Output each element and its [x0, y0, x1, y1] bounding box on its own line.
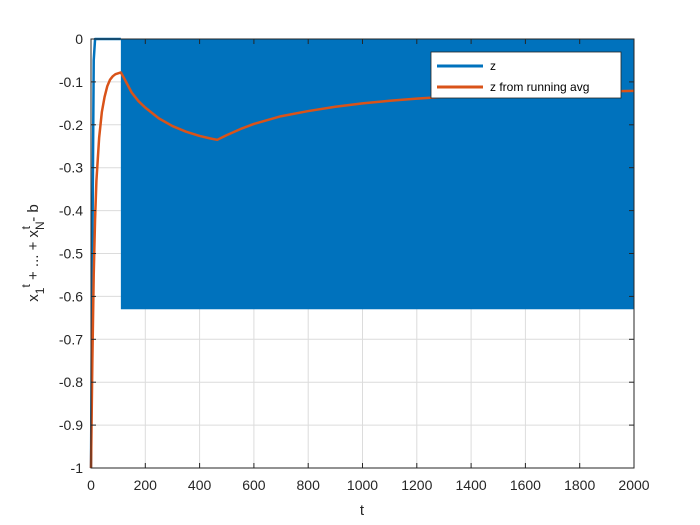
legend-label-running-avg: z from running avg — [490, 80, 589, 94]
x-tick-label: 600 — [242, 477, 266, 493]
y-label-sup1: t — [19, 284, 33, 288]
y-tick-label: -0.9 — [59, 417, 83, 433]
x-tick-label: 400 — [188, 477, 212, 493]
ticks: 0 200 400 600 800 1000 1200 1400 1600 1800 2000 0 -0… — [59, 31, 650, 493]
y-tick-label: -0.7 — [59, 331, 83, 347]
y-tick-label: -0.2 — [59, 117, 83, 133]
x-tick-label: 1000 — [347, 477, 378, 493]
y-tick-label: -0.3 — [59, 160, 83, 176]
x-tick-label: 2000 — [618, 477, 649, 493]
y-label-tail: - b — [25, 204, 42, 226]
legend-box — [430, 51, 622, 99]
y-tick-label: -0.5 — [59, 246, 83, 262]
x-tick-label: 1400 — [456, 477, 487, 493]
y-tick-label: 0 — [75, 31, 83, 47]
y-tick-label: -1 — [71, 460, 84, 476]
x-tick-label: 1600 — [510, 477, 541, 493]
y-label-middle: + ... + x — [25, 229, 42, 284]
y-axis-label: x1t + ... + xNt - b — [19, 204, 47, 301]
y-label-base1: x — [25, 294, 42, 302]
y-tick-label: -0.4 — [59, 203, 83, 219]
x-tick-label: 0 — [87, 477, 95, 493]
y-tick-label: -0.8 — [59, 374, 83, 390]
y-label-sub1: 1 — [33, 287, 47, 294]
y-label-sub2: N — [33, 221, 47, 230]
x-tick-label: 1200 — [401, 477, 432, 493]
x-tick-label: 200 — [134, 477, 158, 493]
y-tick-label: -0.1 — [59, 74, 83, 90]
legend: z z from running avg — [430, 51, 622, 99]
x-axis-label: t — [360, 502, 365, 519]
x-tick-label: 1800 — [564, 477, 595, 493]
y-label-sup2: t — [19, 225, 33, 229]
y-tick-label: -0.6 — [59, 288, 83, 304]
x-tick-label: 800 — [297, 477, 321, 493]
legend-label-z: z — [490, 59, 496, 73]
